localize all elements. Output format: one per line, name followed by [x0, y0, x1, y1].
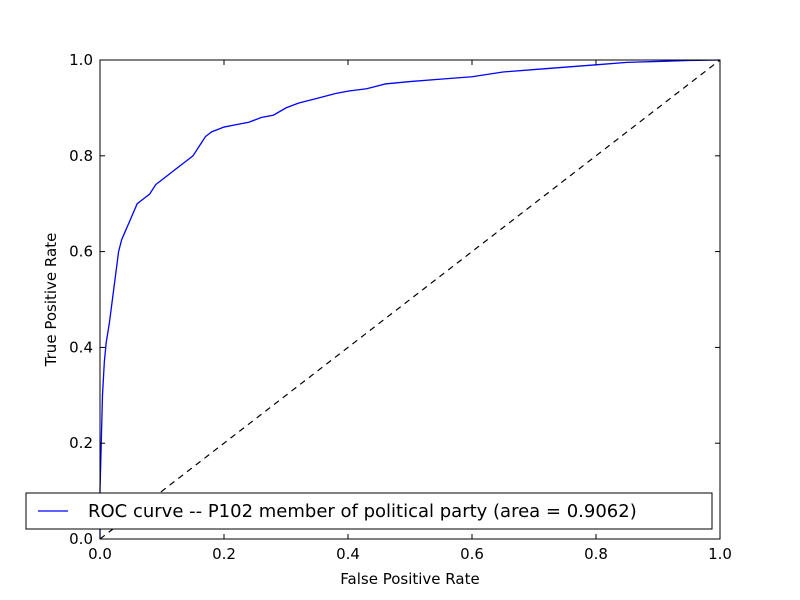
diagonal-reference-line: [99, 59, 721, 540]
y-tick-label: 0.0: [69, 530, 93, 548]
series-layer: [99, 59, 721, 540]
x-tick-label: 0.6: [460, 545, 484, 563]
x-tick-label: 0.4: [336, 545, 360, 563]
x-tick-label: 0.8: [584, 545, 608, 563]
y-tick-label: 0.4: [69, 338, 93, 356]
legend-box: [25, 492, 713, 530]
legend: ROC curve -- P102 member of political pa…: [25, 492, 713, 530]
ticks-layer: 0.0 0.2 0.4 0.6 0.8 1.0 0.0 0.2 0.4 0.6 0.8 1.0: [69, 51, 732, 563]
y-tick-label: 1.0: [69, 51, 93, 69]
x-axis-label: False Positive Rate: [340, 570, 479, 588]
plot-frame: [99, 59, 721, 540]
x-tick-label: 1.0: [708, 545, 732, 563]
y-tick-label: 0.2: [69, 434, 93, 452]
x-tick-label: 0.2: [212, 545, 236, 563]
y-tick-label: 0.8: [69, 147, 93, 165]
legend-label: ROC curve -- P102 member of political pa…: [88, 501, 637, 522]
y-axis-label: True Positive Rate: [42, 233, 60, 368]
x-tick-label: 0.0: [88, 545, 112, 563]
y-tick-label: 0.6: [69, 243, 93, 261]
roc-curve-line: [99, 59, 721, 539]
